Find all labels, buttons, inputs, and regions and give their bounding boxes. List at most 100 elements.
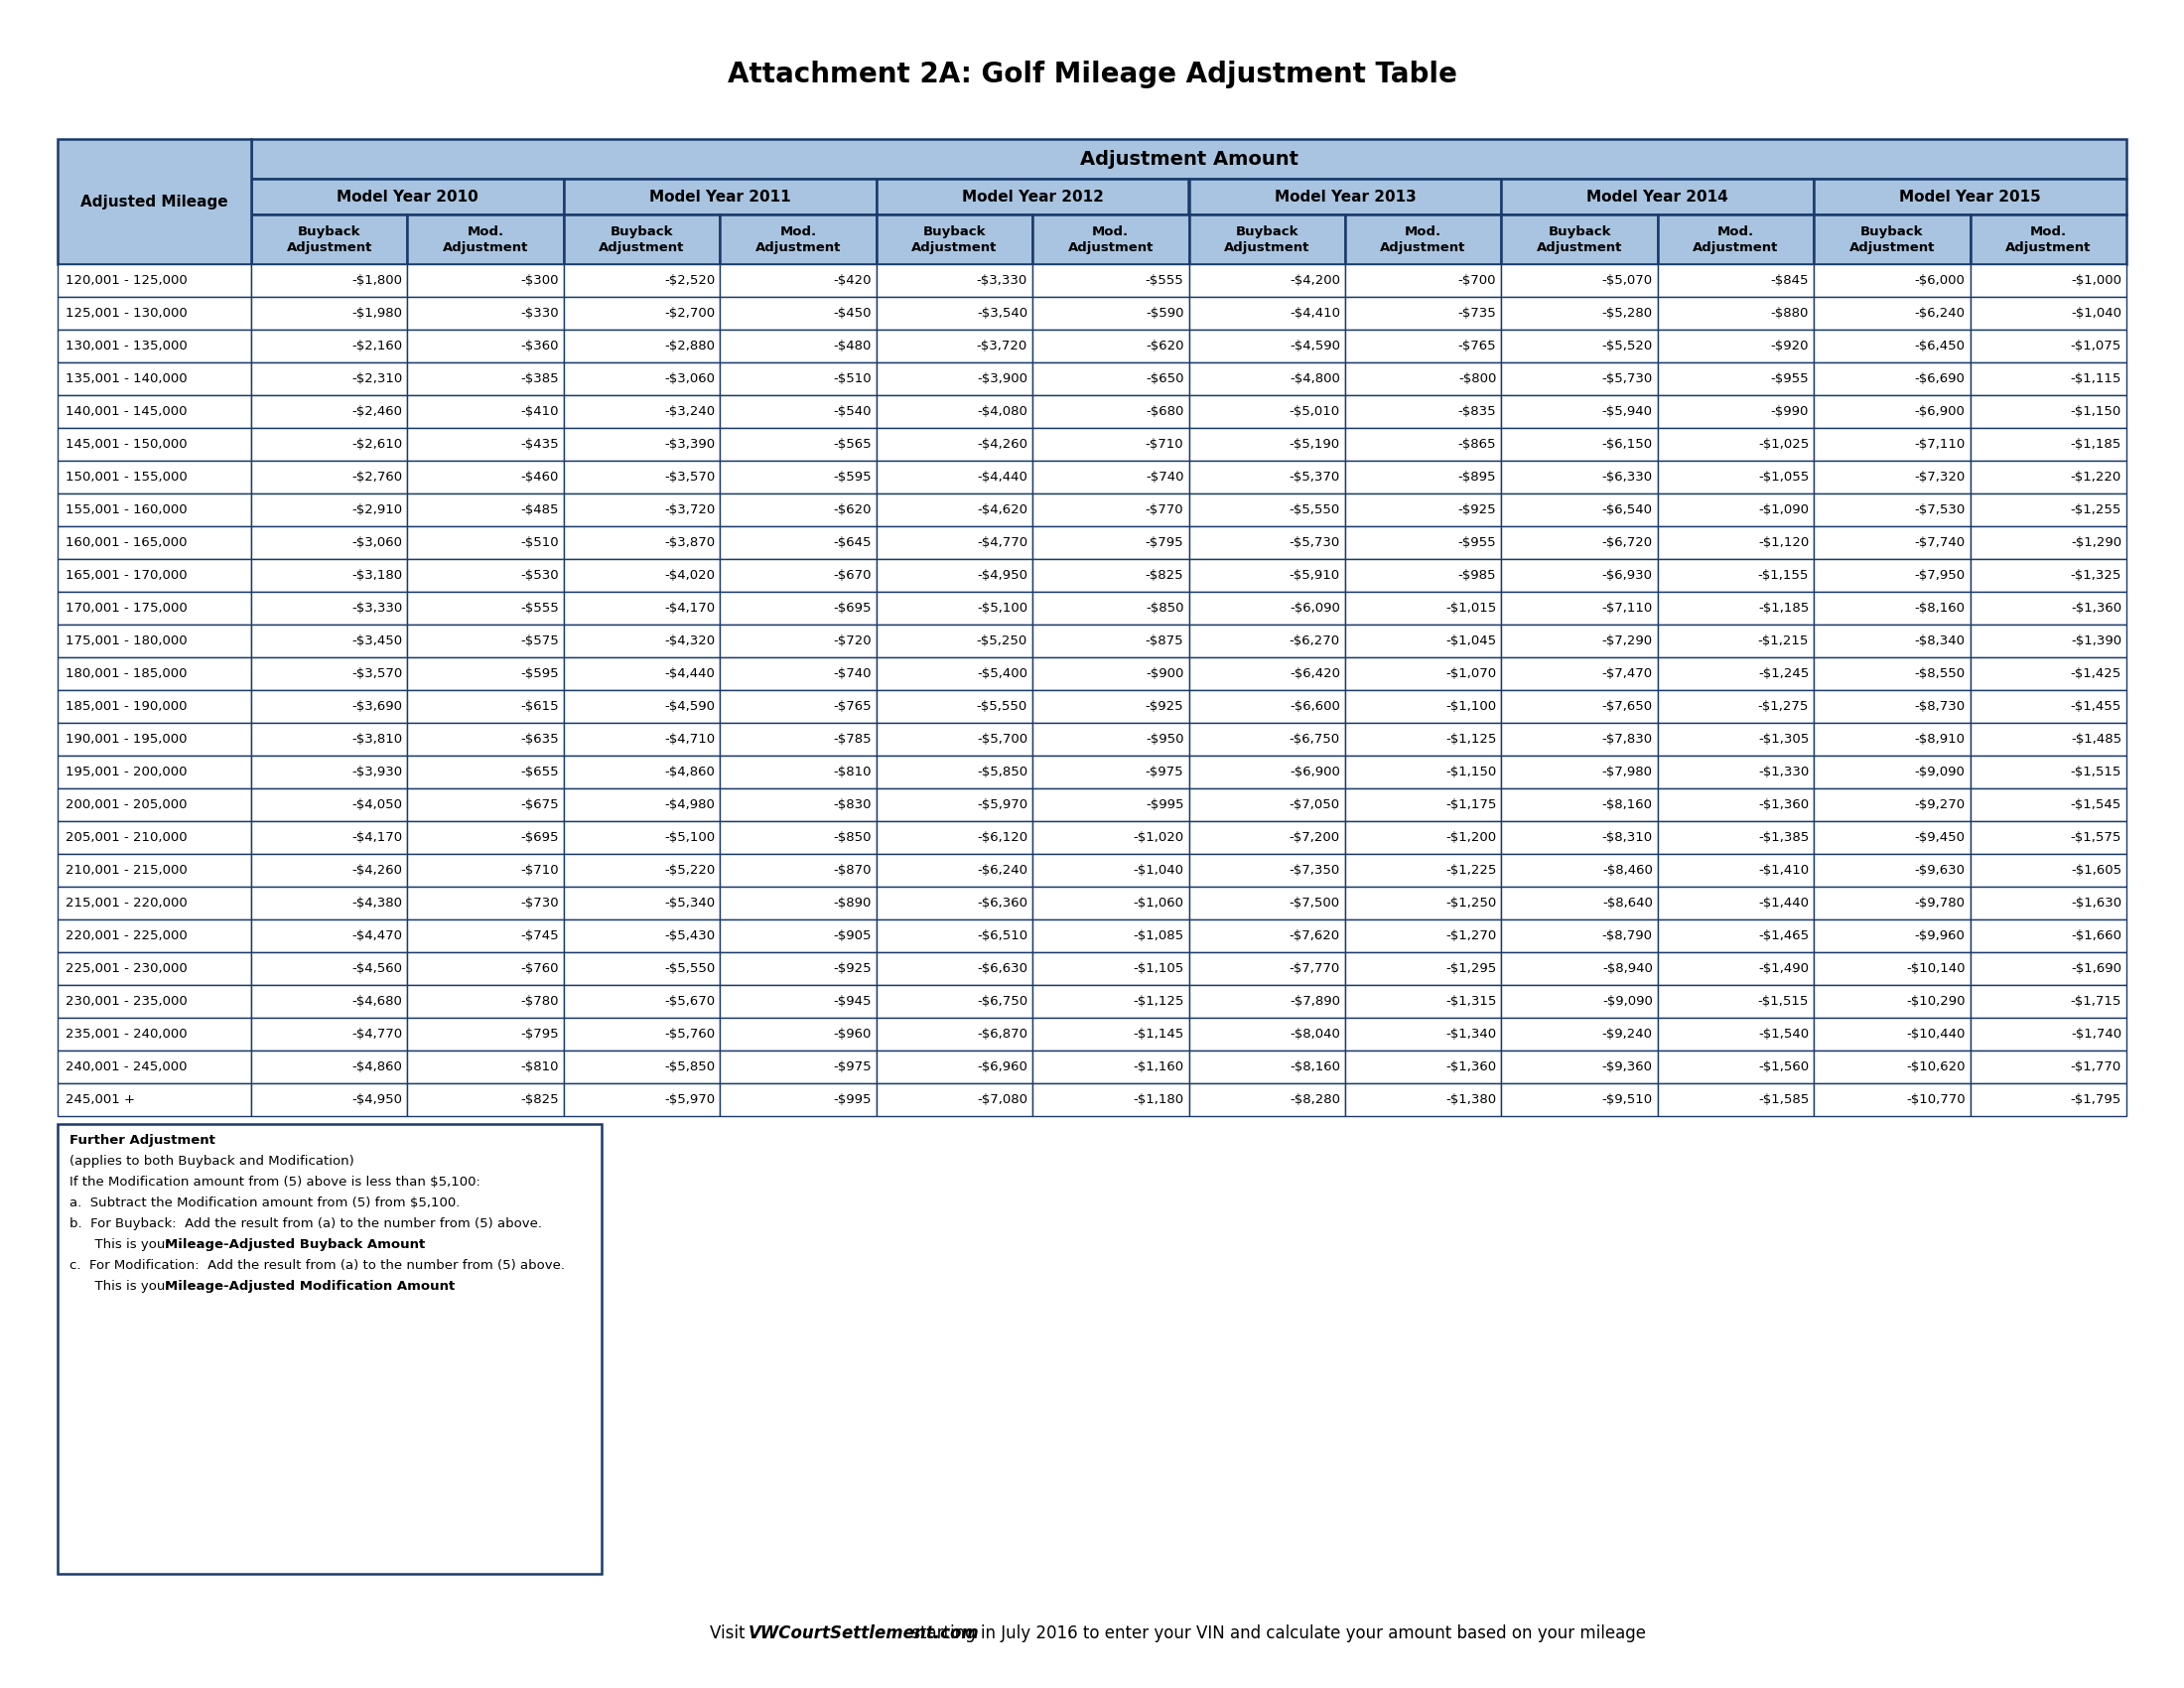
Bar xyxy=(1188,363,1345,395)
Text: -$1,120: -$1,120 xyxy=(1758,537,1808,549)
Text: -$1,145: -$1,145 xyxy=(1133,1028,1184,1040)
Bar xyxy=(408,263,563,297)
Text: -$3,870: -$3,870 xyxy=(664,537,714,549)
Bar xyxy=(1188,1018,1345,1050)
Bar xyxy=(1970,395,2127,429)
Text: -$1,325: -$1,325 xyxy=(2070,569,2121,582)
Text: -$7,890: -$7,890 xyxy=(1289,994,1341,1008)
Text: Model Year 2010: Model Year 2010 xyxy=(336,189,478,204)
Text: -$1,630: -$1,630 xyxy=(2070,896,2121,910)
Text: -$680: -$680 xyxy=(1147,405,1184,419)
Text: -$735: -$735 xyxy=(1459,307,1496,319)
Text: -$2,460: -$2,460 xyxy=(352,405,402,419)
Text: -$650: -$650 xyxy=(1147,373,1184,385)
Bar xyxy=(1658,886,1815,920)
Bar xyxy=(1500,625,1658,657)
Bar xyxy=(1970,1050,2127,1084)
Bar xyxy=(251,395,408,429)
Text: -$7,200: -$7,200 xyxy=(1289,830,1341,844)
Bar xyxy=(721,625,876,657)
Bar xyxy=(251,920,408,952)
Text: -$7,500: -$7,500 xyxy=(1289,896,1341,910)
Bar xyxy=(1658,559,1815,592)
Bar xyxy=(251,179,563,214)
Text: -$905: -$905 xyxy=(832,930,871,942)
Bar xyxy=(408,592,563,625)
Bar xyxy=(408,625,563,657)
Bar xyxy=(251,1050,408,1084)
Text: -$1,465: -$1,465 xyxy=(1758,930,1808,942)
Bar xyxy=(1033,657,1188,690)
Bar xyxy=(57,559,251,592)
Text: -$5,250: -$5,250 xyxy=(976,635,1026,648)
Bar xyxy=(57,886,251,920)
Text: -$6,240: -$6,240 xyxy=(976,864,1026,876)
Bar xyxy=(408,657,563,690)
Bar xyxy=(1658,986,1815,1018)
Bar xyxy=(563,986,721,1018)
Text: -$385: -$385 xyxy=(520,373,559,385)
Bar xyxy=(1815,820,1970,854)
Bar xyxy=(876,1050,1033,1084)
Bar xyxy=(721,690,876,722)
Bar xyxy=(1970,625,2127,657)
Bar xyxy=(408,1050,563,1084)
Bar xyxy=(1345,788,1500,820)
Bar xyxy=(57,722,251,756)
Bar xyxy=(1658,429,1815,461)
Bar xyxy=(563,559,721,592)
Bar xyxy=(563,527,721,559)
Bar xyxy=(1033,1018,1188,1050)
Bar xyxy=(57,1050,251,1084)
Bar xyxy=(251,263,408,297)
Bar xyxy=(1815,952,1970,986)
Bar xyxy=(1188,527,1345,559)
Text: -$1,185: -$1,185 xyxy=(1758,601,1808,614)
Text: -$8,910: -$8,910 xyxy=(1915,733,1966,746)
Bar xyxy=(408,1084,563,1116)
Bar xyxy=(876,179,1188,214)
Text: -$8,940: -$8,940 xyxy=(1603,962,1653,976)
Bar xyxy=(1970,920,2127,952)
Text: -$5,340: -$5,340 xyxy=(664,896,714,910)
Bar xyxy=(1970,854,2127,886)
Text: -$6,420: -$6,420 xyxy=(1289,667,1341,680)
Bar xyxy=(563,1050,721,1084)
Text: -$5,970: -$5,970 xyxy=(664,1094,714,1106)
Text: -$460: -$460 xyxy=(520,471,559,483)
Text: -$6,330: -$6,330 xyxy=(1601,471,1653,483)
Bar xyxy=(1815,690,1970,722)
Text: -$8,730: -$8,730 xyxy=(1915,701,1966,712)
Text: -$635: -$635 xyxy=(520,733,559,746)
Text: -$1,295: -$1,295 xyxy=(1446,962,1496,976)
Text: -$4,950: -$4,950 xyxy=(352,1094,402,1106)
Text: -$1,605: -$1,605 xyxy=(2070,864,2121,876)
Text: 190,001 - 195,000: 190,001 - 195,000 xyxy=(66,733,188,746)
Bar xyxy=(1815,179,2127,214)
Bar xyxy=(1658,461,1815,493)
Text: -$7,980: -$7,980 xyxy=(1603,766,1653,778)
Text: -$5,850: -$5,850 xyxy=(976,766,1026,778)
Text: 225,001 - 230,000: 225,001 - 230,000 xyxy=(66,962,188,976)
Bar xyxy=(1500,329,1658,363)
Bar xyxy=(1658,395,1815,429)
Text: 165,001 - 170,000: 165,001 - 170,000 xyxy=(66,569,188,582)
Text: -$1,340: -$1,340 xyxy=(1446,1028,1496,1040)
Text: 135,001 - 140,000: 135,001 - 140,000 xyxy=(66,373,188,385)
Bar xyxy=(57,986,251,1018)
Text: -$6,750: -$6,750 xyxy=(976,994,1026,1008)
Text: 140,001 - 145,000: 140,001 - 145,000 xyxy=(66,405,188,419)
Bar xyxy=(563,625,721,657)
Text: VWCourtSettlement.com: VWCourtSettlement.com xyxy=(749,1624,978,1642)
Bar xyxy=(1033,690,1188,722)
Bar xyxy=(1815,756,1970,788)
Bar xyxy=(563,756,721,788)
Bar xyxy=(1188,395,1345,429)
Bar xyxy=(563,820,721,854)
Text: 130,001 - 135,000: 130,001 - 135,000 xyxy=(66,339,188,353)
Bar xyxy=(1970,527,2127,559)
Bar xyxy=(1188,559,1345,592)
Bar xyxy=(1033,493,1188,527)
Text: -$1,980: -$1,980 xyxy=(352,307,402,319)
Text: -$1,020: -$1,020 xyxy=(1133,830,1184,844)
